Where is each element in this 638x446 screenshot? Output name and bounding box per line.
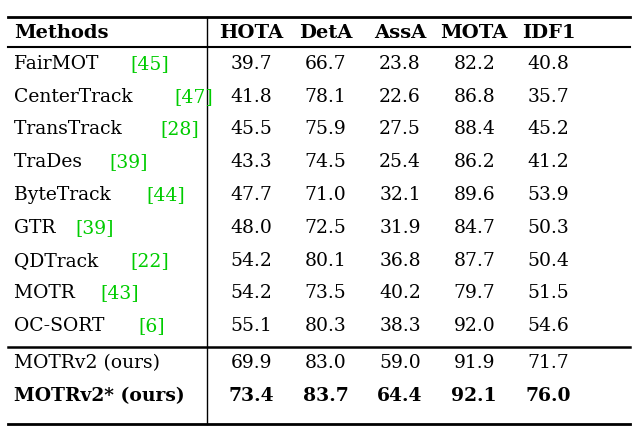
Text: [6]: [6] — [138, 317, 165, 335]
Text: AssA: AssA — [374, 24, 426, 42]
Text: 73.5: 73.5 — [305, 285, 346, 302]
Text: [22]: [22] — [130, 252, 169, 270]
Text: 36.8: 36.8 — [379, 252, 421, 270]
Text: IDF1: IDF1 — [522, 24, 575, 42]
Text: 80.1: 80.1 — [305, 252, 346, 270]
Text: 54.6: 54.6 — [528, 317, 570, 335]
Text: ByteTrack: ByteTrack — [14, 186, 117, 204]
Text: 86.2: 86.2 — [454, 153, 495, 171]
Text: 74.5: 74.5 — [305, 153, 346, 171]
Text: 80.3: 80.3 — [305, 317, 346, 335]
Text: [44]: [44] — [146, 186, 185, 204]
Text: 43.3: 43.3 — [230, 153, 272, 171]
Text: OC-SORT: OC-SORT — [14, 317, 110, 335]
Text: TransTrack: TransTrack — [14, 120, 128, 138]
Text: [47]: [47] — [174, 88, 213, 106]
Text: 40.8: 40.8 — [528, 55, 570, 73]
Text: 88.4: 88.4 — [454, 120, 495, 138]
Text: 78.1: 78.1 — [305, 88, 346, 106]
Text: 40.2: 40.2 — [379, 285, 421, 302]
Text: 79.7: 79.7 — [454, 285, 495, 302]
Text: 59.0: 59.0 — [379, 354, 421, 372]
Text: 50.3: 50.3 — [528, 219, 570, 237]
Text: 55.1: 55.1 — [230, 317, 272, 335]
Text: 51.5: 51.5 — [528, 285, 570, 302]
Text: 38.3: 38.3 — [379, 317, 421, 335]
Text: 27.5: 27.5 — [379, 120, 421, 138]
Text: 48.0: 48.0 — [230, 219, 272, 237]
Text: 69.9: 69.9 — [230, 354, 272, 372]
Text: [45]: [45] — [130, 55, 169, 73]
Text: 23.8: 23.8 — [379, 55, 421, 73]
Text: 41.8: 41.8 — [230, 88, 272, 106]
Text: 31.9: 31.9 — [379, 219, 420, 237]
Text: 89.6: 89.6 — [454, 186, 495, 204]
Text: [43]: [43] — [100, 285, 138, 302]
Text: 75.9: 75.9 — [305, 120, 346, 138]
Text: [39]: [39] — [75, 219, 114, 237]
Text: 71.0: 71.0 — [305, 186, 346, 204]
Text: 47.7: 47.7 — [230, 186, 272, 204]
Text: 35.7: 35.7 — [528, 88, 570, 106]
Text: 84.7: 84.7 — [454, 219, 495, 237]
Text: [28]: [28] — [160, 120, 199, 138]
Text: GTR: GTR — [14, 219, 62, 237]
Text: 71.7: 71.7 — [528, 354, 570, 372]
Text: 54.2: 54.2 — [230, 252, 272, 270]
Text: MOTA: MOTA — [441, 24, 508, 42]
Text: 76.0: 76.0 — [526, 387, 572, 405]
Text: DetA: DetA — [299, 24, 352, 42]
Text: 45.2: 45.2 — [528, 120, 570, 138]
Text: Methods: Methods — [14, 24, 108, 42]
Text: MOTRv2 (ours): MOTRv2 (ours) — [14, 354, 160, 372]
Text: HOTA: HOTA — [219, 24, 283, 42]
Text: 45.5: 45.5 — [230, 120, 272, 138]
Text: 32.1: 32.1 — [379, 186, 421, 204]
Text: 86.8: 86.8 — [454, 88, 495, 106]
Text: 66.7: 66.7 — [305, 55, 346, 73]
Text: 73.4: 73.4 — [228, 387, 274, 405]
Text: 87.7: 87.7 — [454, 252, 495, 270]
Text: 22.6: 22.6 — [379, 88, 421, 106]
Text: MOTRv2* (ours): MOTRv2* (ours) — [14, 387, 185, 405]
Text: 39.7: 39.7 — [230, 55, 272, 73]
Text: 83.7: 83.7 — [303, 387, 348, 405]
Text: 25.4: 25.4 — [379, 153, 421, 171]
Text: CenterTrack: CenterTrack — [14, 88, 138, 106]
Text: 41.2: 41.2 — [528, 153, 570, 171]
Text: 83.0: 83.0 — [305, 354, 346, 372]
Text: 92.0: 92.0 — [454, 317, 495, 335]
Text: MOTR: MOTR — [14, 285, 81, 302]
Text: 72.5: 72.5 — [305, 219, 346, 237]
Text: 54.2: 54.2 — [230, 285, 272, 302]
Text: [39]: [39] — [109, 153, 147, 171]
Text: 53.9: 53.9 — [528, 186, 570, 204]
Text: 91.9: 91.9 — [454, 354, 495, 372]
Text: 50.4: 50.4 — [528, 252, 570, 270]
Text: 82.2: 82.2 — [454, 55, 495, 73]
Text: TraDes: TraDes — [14, 153, 88, 171]
Text: FairMOT: FairMOT — [14, 55, 105, 73]
Text: 92.1: 92.1 — [452, 387, 497, 405]
Text: 64.4: 64.4 — [377, 387, 423, 405]
Text: QDTrack: QDTrack — [14, 252, 105, 270]
